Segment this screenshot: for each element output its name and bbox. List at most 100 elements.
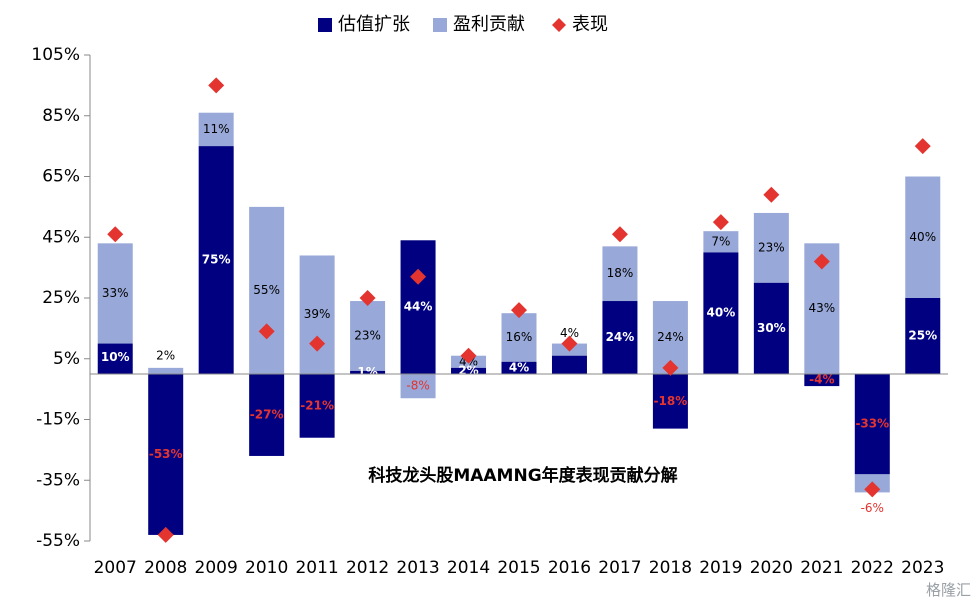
performance-marker [258,323,275,340]
y-tick-label: 5% [53,349,80,369]
data-label-earnings: -6% [861,501,884,515]
performance-marker [611,226,628,243]
y-tick-label: 45% [42,227,80,247]
x-tick-label: 2016 [548,558,591,578]
x-tick-label: 2010 [245,558,288,578]
bar-earnings [400,373,436,399]
x-tick-label: 2022 [851,558,894,578]
x-tick-label: 2012 [346,558,389,578]
bar-earnings [602,246,638,302]
performance-marker [662,359,679,376]
data-label-valuation: 1% [357,365,377,379]
y-tick-label: 65% [42,167,80,187]
data-label-valuation: 10% [101,350,130,364]
data-label-earnings: 43% [808,301,835,315]
data-label-earnings: 7% [711,234,730,248]
y-tick-label: -15% [36,410,80,430]
performance-marker [763,186,780,203]
x-tick-label: 2014 [447,558,490,578]
bar-earnings [97,243,133,344]
y-tick-label: 85% [42,106,80,126]
x-tick-label: 2023 [901,558,944,578]
data-label-earnings: 16% [506,330,533,344]
bar-valuation [198,146,234,374]
data-label-valuation: -27% [250,407,284,421]
chart-title: 科技龙头股MAAMNG年度表现贡献分解 [368,465,677,486]
data-label-valuation: -21% [300,398,334,412]
legend-label: 盈利贡献 [453,14,525,35]
x-tick-label: 2015 [497,558,540,578]
bar-valuation [148,373,184,535]
performance-marker [359,290,376,306]
performance-marker [309,335,326,352]
performance-marker [712,214,729,231]
bar-earnings [299,255,335,374]
legend-swatch [433,18,447,32]
bar-valuation [350,370,386,374]
performance-marker [460,347,477,364]
legend-swatch [318,18,332,32]
data-label-valuation: 2% [458,363,478,377]
data-label-earnings: 40% [909,230,936,244]
data-label-earnings: 2% [156,348,175,362]
data-label-valuation: -33% [855,417,889,431]
data-label-valuation: -4% [809,373,834,387]
data-label-valuation: -53% [149,447,183,461]
bar-earnings [198,112,234,147]
bar-earnings [501,313,537,362]
bar-valuation [905,298,941,374]
x-tick-label: 2021 [800,558,843,578]
data-label-valuation: 24% [606,330,635,344]
data-label-valuation: 75% [202,253,231,267]
x-tick-label: 2020 [750,558,793,578]
bar-earnings [249,206,285,374]
bar-valuation [400,240,436,374]
data-label-valuation: 25% [908,328,937,342]
data-label-valuation: 40% [707,306,736,320]
bar-valuation [602,301,638,374]
data-label-earnings: 23% [758,240,785,254]
performance-marker [511,302,527,319]
performance-marker [914,138,931,155]
x-tick-label: 2011 [295,558,338,578]
x-tick-label: 2018 [649,558,692,578]
data-label-earnings: 23% [354,328,381,342]
bar-valuation [804,373,840,387]
bar-valuation [451,367,487,374]
data-label-earnings: 18% [607,266,634,280]
x-tick-label: 2019 [699,558,742,578]
bar-earnings [753,212,789,283]
x-tick-label: 2007 [94,558,137,578]
performance-marker [410,268,427,285]
performance-marker [561,335,578,352]
bar-valuation [753,282,789,374]
bar-earnings [148,367,184,374]
bar-valuation [652,373,688,429]
legend-label: 表现 [572,14,608,35]
data-label-earnings: 33% [102,286,129,300]
data-label-earnings: -8% [406,379,429,393]
data-label-earnings: 39% [304,307,331,321]
legend-swatch [552,18,566,32]
x-tick-label: 2008 [144,558,187,578]
bar-valuation [551,355,587,374]
bar-valuation [299,373,335,438]
bar-valuation [703,252,739,374]
performance-marker [864,481,881,498]
data-label-valuation: 30% [757,321,786,335]
x-tick-label: 2009 [195,558,238,578]
performance-marker [208,77,225,94]
x-tick-label: 2013 [396,558,439,578]
data-label-valuation: 44% [404,300,433,314]
performance-marker [157,526,174,543]
data-label-valuation: -18% [654,394,688,408]
data-label-earnings: 11% [203,122,230,136]
bar-valuation [97,343,133,374]
data-label-earnings: 24% [657,330,684,344]
bar-earnings [905,176,941,298]
y-tick-label: -35% [36,470,80,490]
y-tick-label: -55% [36,531,80,551]
data-label-earnings: 55% [253,283,280,297]
performance-marker [107,226,124,243]
